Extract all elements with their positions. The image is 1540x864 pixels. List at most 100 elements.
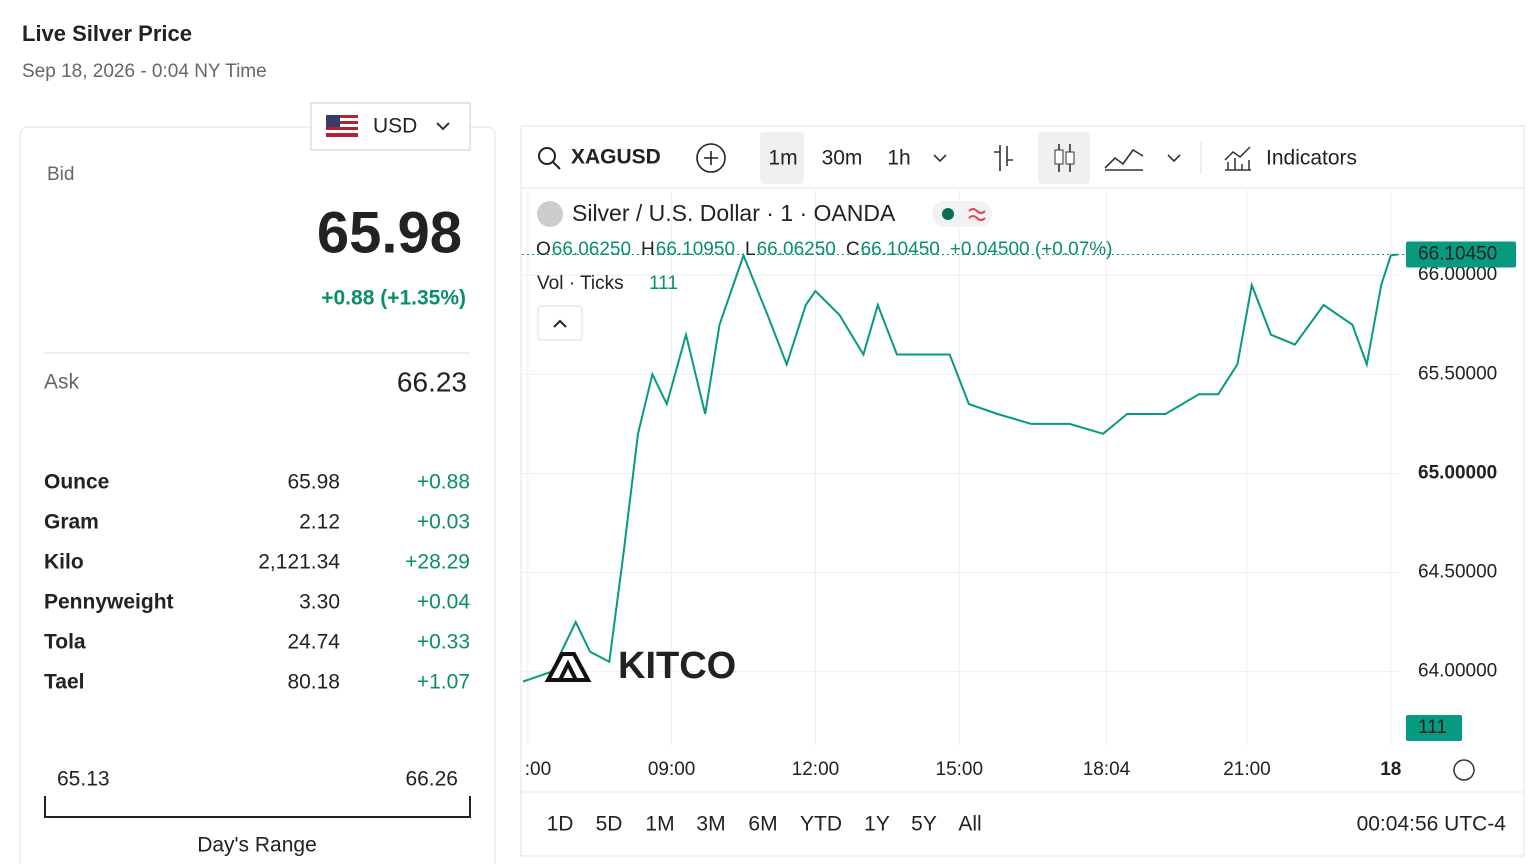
last-price-badge	[1406, 241, 1516, 268]
interval-chevron[interactable]	[933, 154, 947, 163]
settings-icon[interactable]	[1453, 759, 1475, 781]
range-button[interactable]: 1Y	[864, 813, 890, 836]
active-interval	[760, 132, 804, 184]
add-symbol[interactable]	[696, 143, 726, 173]
range-button[interactable]: YTD	[800, 813, 842, 836]
currency-label[interactable]: USD	[373, 115, 417, 138]
units-table: Ounce 65.98 +0.88 Gram 2.12 +0.03 Kilo 2,121.34…	[44, 471, 470, 694]
ask-price: 66.23	[397, 366, 467, 397]
unit-change: +0.03	[417, 511, 470, 534]
range-button[interactable]: 1M	[645, 813, 674, 836]
unit-price: 2,121.34	[258, 551, 340, 574]
watermark: KITCO	[618, 645, 736, 687]
symbol-fade	[662, 136, 692, 176]
range-button[interactable]: 5Y	[911, 813, 937, 836]
unit-price: 80.18	[287, 671, 340, 694]
range-button[interactable]: 1D	[547, 813, 574, 836]
range-low: 65.13	[57, 768, 110, 791]
watermark-logo	[544, 652, 592, 682]
add-icon	[704, 151, 718, 165]
y-tick-label: 64.00000	[1418, 661, 1497, 682]
unit-name: Tola	[44, 631, 86, 654]
status-dot	[942, 208, 954, 220]
collapse-chevron	[553, 319, 567, 328]
unit-change: +0.04	[417, 591, 470, 614]
last-price-label: 66.10450	[1418, 244, 1497, 265]
range-button[interactable]: 3M	[696, 813, 725, 836]
flag-stripe	[326, 130, 358, 133]
page-title: Live Silver Price	[22, 21, 192, 46]
indicators[interactable]: Indicators	[1266, 147, 1357, 170]
currency-box[interactable]	[310, 102, 471, 151]
unit-price: 3.30	[299, 591, 340, 614]
interval[interactable]: 30m	[822, 147, 863, 170]
unit-price: 24.74	[287, 631, 340, 654]
unit-change: +0.88	[417, 471, 470, 494]
x-tick-label: 15:00	[936, 759, 984, 780]
chart-type-chevron[interactable]	[1167, 154, 1181, 163]
y-tick-label: 65.50000	[1418, 363, 1497, 384]
intervals: 1m 30m 1h	[768, 147, 910, 170]
collapse-button[interactable]	[537, 305, 583, 341]
range-button[interactable]: 6M	[748, 813, 777, 836]
search-icon-handle	[552, 161, 561, 170]
price-line	[522, 252, 1399, 683]
bid-label: Bid	[47, 164, 74, 185]
range-high: 66.26	[405, 768, 458, 791]
ask-label: Ask	[44, 371, 80, 394]
flag-canton	[326, 115, 340, 127]
range-button[interactable]: All	[958, 813, 981, 836]
ohlc-key: L	[745, 239, 756, 260]
plot: 64.00000 64.50000 65.00000 65.50000 66.00000…	[522, 190, 1516, 780]
ohlc-value: 66.10450	[861, 239, 940, 260]
symbol[interactable]: XAGUSD	[571, 146, 661, 169]
search-icon[interactable]	[538, 147, 556, 165]
x-tick-label: 18	[1380, 759, 1401, 780]
range-button[interactable]: 5D	[596, 813, 623, 836]
status-wave	[968, 208, 986, 221]
chart-panel	[520, 125, 1525, 857]
unit-name: Pennyweight	[44, 591, 174, 614]
interval[interactable]: 1m	[768, 147, 797, 170]
x-tick-label: :00	[525, 759, 551, 780]
symbol-logo	[537, 201, 563, 227]
volume-value: 111	[649, 273, 678, 294]
flag-stripe	[326, 124, 358, 127]
x-tick-label: 21:00	[1223, 759, 1271, 780]
volume-badge-label: 111	[1418, 717, 1447, 738]
unit-price: 65.98	[287, 471, 340, 494]
bid-price: 65.98	[317, 200, 462, 265]
unit-name: Ounce	[44, 471, 109, 494]
x-tick-label: 09:00	[648, 759, 696, 780]
unit-change: +28.29	[405, 551, 470, 574]
unit-change: +1.07	[417, 671, 470, 694]
ohlc-key: C	[846, 239, 860, 260]
range-label: Day's Range	[197, 834, 317, 857]
chart-type-icon[interactable]	[1104, 148, 1144, 171]
ohlc-change: +0.04500 (+0.07%)	[950, 239, 1113, 260]
ohlc-value: 66.06250	[757, 239, 836, 260]
interval[interactable]: 1h	[887, 147, 910, 170]
clock: 00:04:56 UTC-4	[1357, 813, 1507, 836]
bid-change: +0.88 (+1.35%)	[321, 287, 466, 310]
bars-icon[interactable]	[994, 145, 1013, 171]
chart-title: Silver / U.S. Dollar · 1 · OANDA	[572, 200, 896, 226]
ohlc-value: 66.10950	[656, 239, 735, 260]
candle-icon-body	[1054, 149, 1064, 165]
ohlc-key: O	[536, 239, 551, 260]
candle-icon-bg	[1038, 132, 1090, 184]
indicators-icon[interactable]	[1224, 146, 1251, 171]
ohlc-key: H	[641, 239, 655, 260]
status-pill	[932, 201, 992, 227]
candle-icon-body	[1065, 151, 1075, 165]
currency-select[interactable]: USD	[310, 102, 471, 151]
unit-name: Tael	[44, 671, 84, 694]
y-tick-label: 66.00000	[1418, 264, 1497, 285]
unit-name: Kilo	[44, 551, 84, 574]
y-tick-label: 64.50000	[1418, 562, 1497, 583]
quote-card	[19, 126, 496, 864]
flag-stripe	[326, 118, 358, 121]
